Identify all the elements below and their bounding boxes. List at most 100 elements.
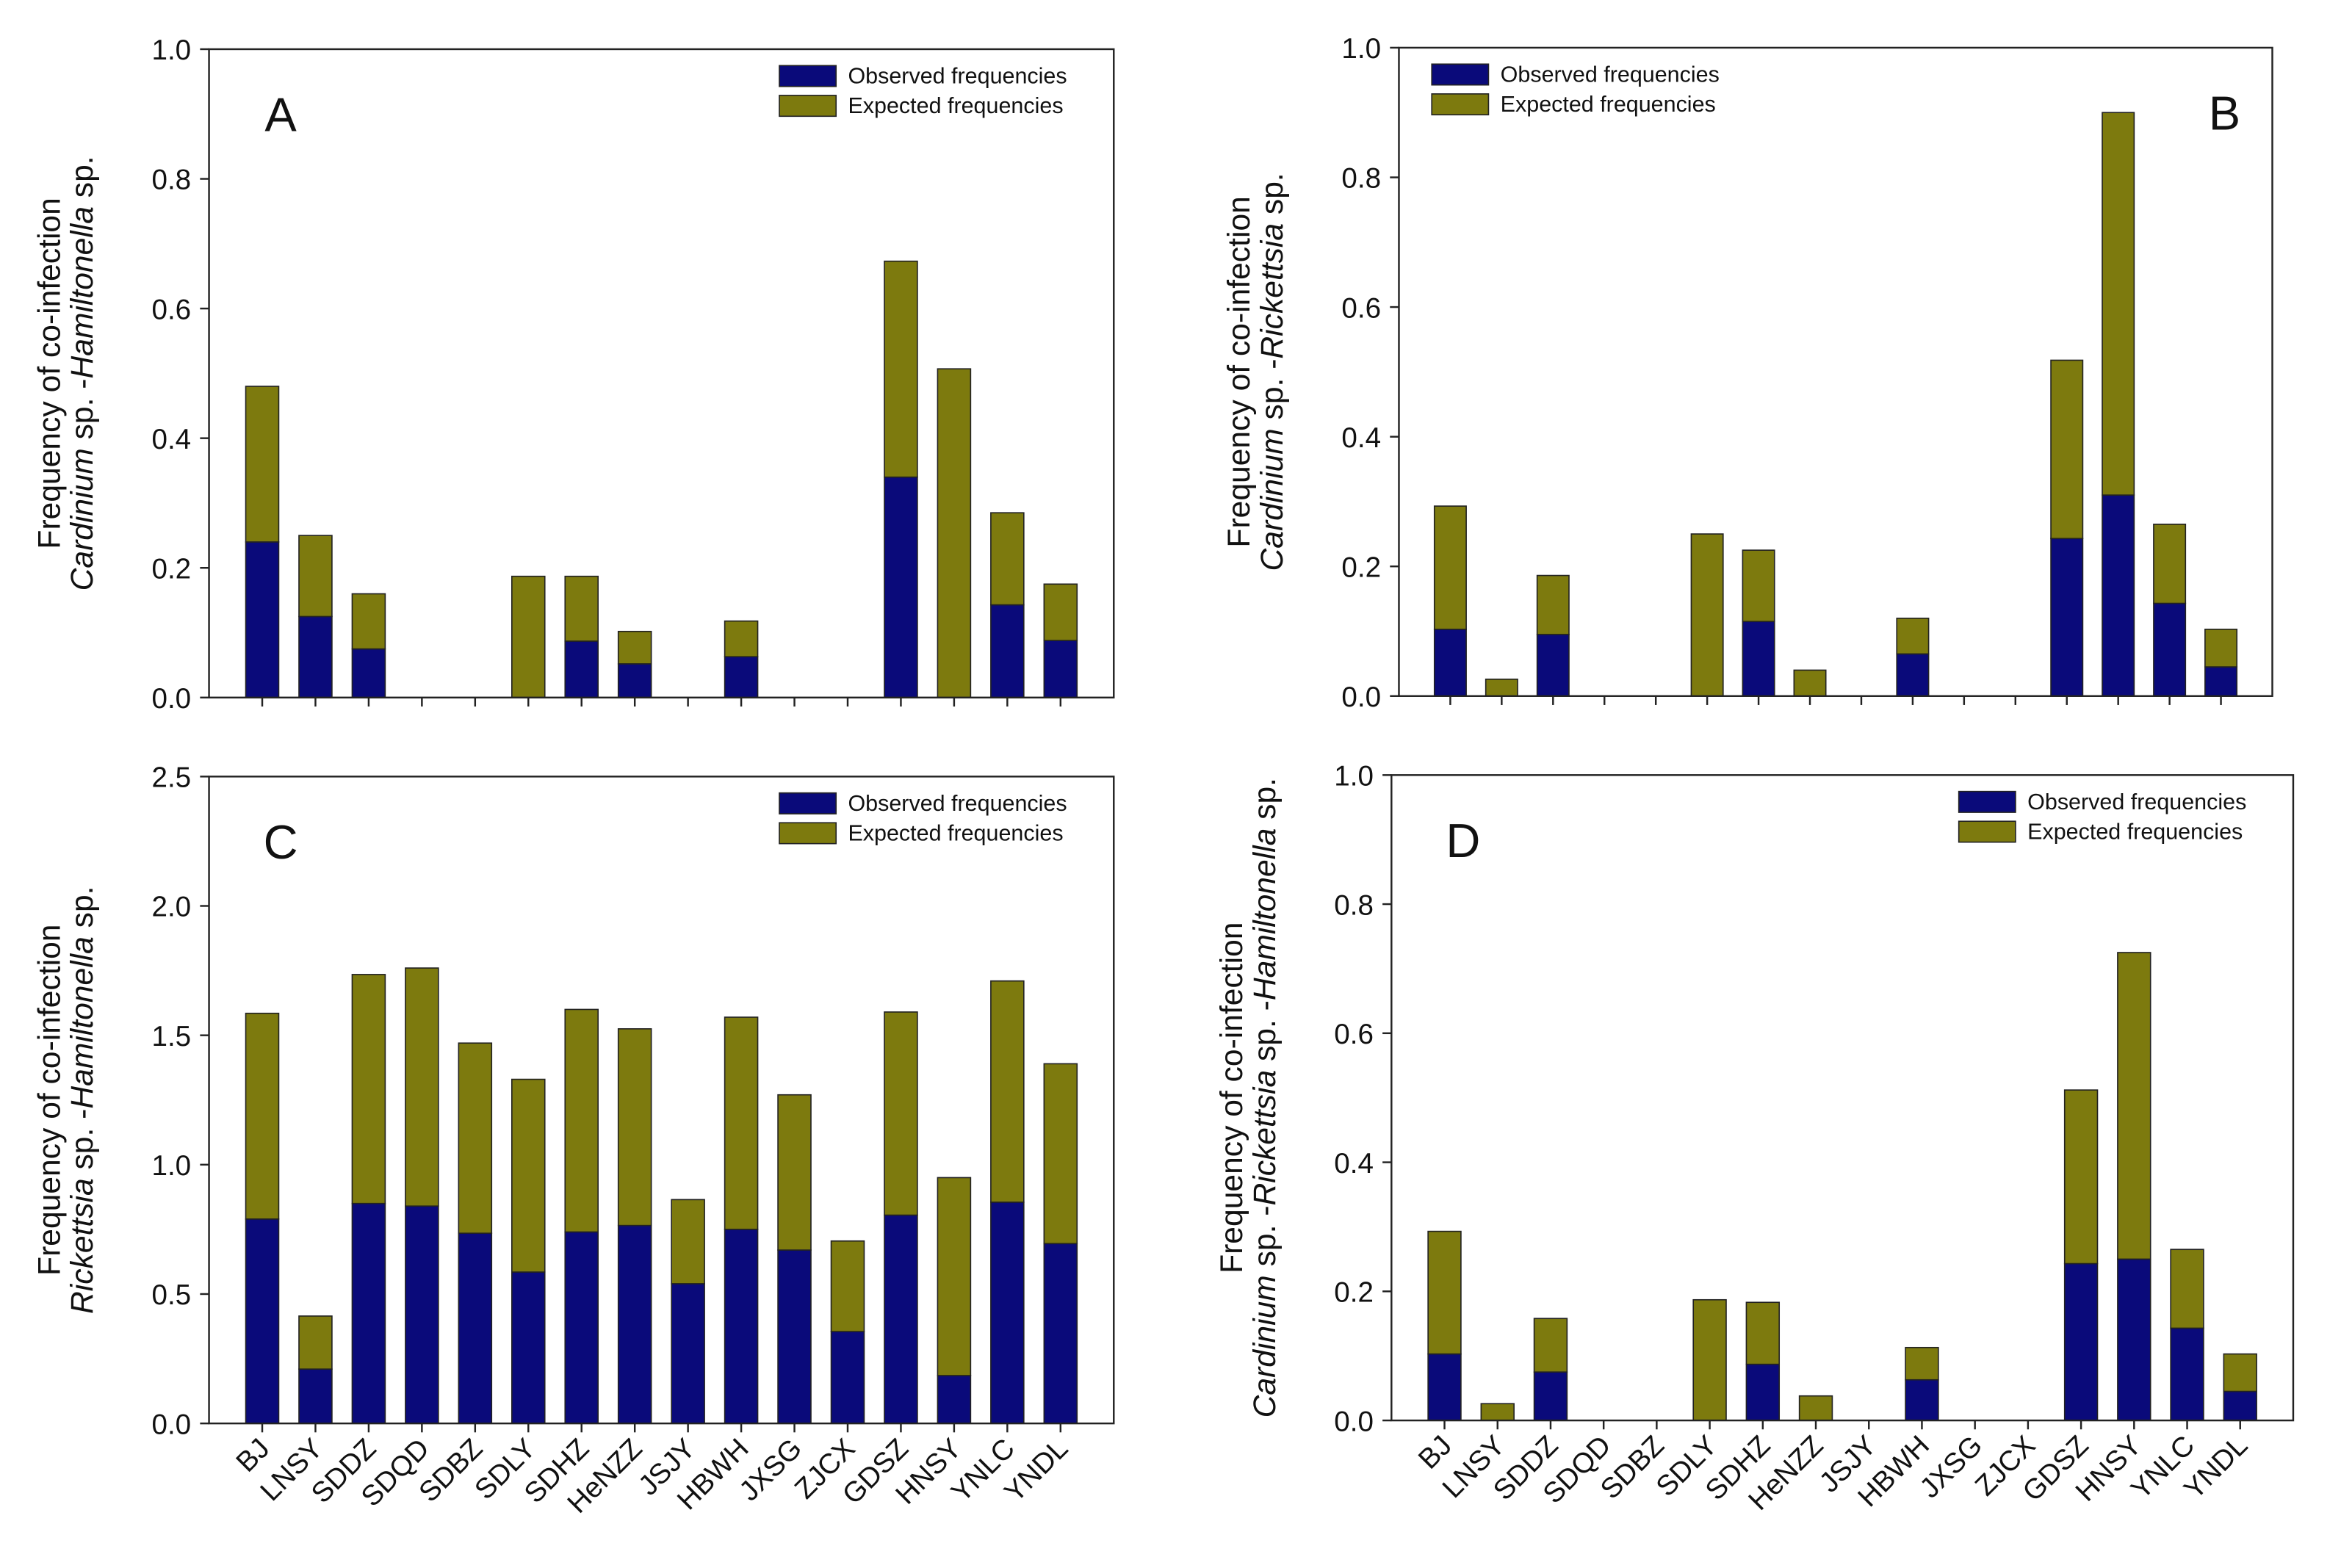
y-tick-label: 0.8 <box>1341 163 1381 195</box>
legend-label: Observed frequencies <box>2027 790 2246 814</box>
y-axis-label-part: Hamiltonella <box>1247 828 1283 1000</box>
legend-label: Expected frequencies <box>848 821 1063 846</box>
bar-segment <box>298 615 333 698</box>
bar-segment <box>2153 524 2187 604</box>
bar-segment <box>1043 583 1078 641</box>
plot-frame <box>208 48 1115 699</box>
bar-segment <box>511 1078 546 1273</box>
plot-frame <box>1398 46 2273 697</box>
bar-segment <box>2170 1327 2204 1421</box>
y-axis-label: Cardinium sp. -Hamiltonella sp. <box>65 156 100 590</box>
bar-segment <box>1485 678 1518 697</box>
y-axis-label-part: sp. <box>1247 778 1283 828</box>
bar-segment <box>245 541 280 698</box>
y-axis-label-part: Cardinium <box>1247 1275 1283 1417</box>
y-axis-label: Frequency of co-infection <box>32 198 67 549</box>
y-tick-label: 0.8 <box>1334 889 1374 921</box>
bar-segment <box>1533 1318 1568 1373</box>
panel-label: D <box>1446 814 1480 867</box>
bar-segment <box>990 512 1025 606</box>
y-tick-label: 0.4 <box>1341 422 1381 454</box>
bar-segment <box>777 1094 812 1251</box>
y-axis-label-part: sp. <box>65 886 100 936</box>
bar-segment <box>617 1028 652 1226</box>
y-tick-label: 0.8 <box>151 165 191 196</box>
bar-segment <box>1742 621 1775 697</box>
bar-segment <box>298 1315 333 1370</box>
y-tick-label: 0.0 <box>1341 682 1381 713</box>
bar-segment <box>1692 1298 1727 1421</box>
panel: 0.00.20.40.60.81.0BJLNSYSDDZSDQDSDBZSDLY… <box>1214 761 2295 1517</box>
panel: 0.0 0.2 0.4 0.6 0.8 1.0 B Observed frequencies E… <box>1222 33 2273 713</box>
bar-segment <box>1536 574 1570 635</box>
legend-swatch <box>779 95 837 118</box>
y-tick-label: 1.0 <box>1341 33 1381 65</box>
y-tick-label: 0.0 <box>151 683 191 715</box>
y-axis-label-part: sp. - <box>65 1109 100 1179</box>
bar-segment <box>1798 1395 1833 1421</box>
bar-segment <box>458 1232 493 1424</box>
y-tick-label: 0.6 <box>1334 1019 1374 1050</box>
legend-label: Observed frequencies <box>848 64 1067 89</box>
bar-segment <box>2204 629 2238 668</box>
y-tick-label: 0.4 <box>151 424 191 455</box>
bar-segment <box>298 535 333 618</box>
bar-segment <box>2117 952 2151 1260</box>
y-tick-label: 1.0 <box>151 1150 191 1182</box>
bar-segment <box>351 1202 386 1424</box>
bar-segment <box>617 630 652 665</box>
bar-segment <box>671 1283 705 1424</box>
panel-label: A <box>264 88 297 142</box>
bar-segment <box>2050 538 2084 697</box>
bar-segment <box>1043 1063 1078 1245</box>
bar-segment <box>617 663 652 698</box>
bar-segment <box>245 386 280 543</box>
bar-segment <box>1793 669 1827 697</box>
y-tick-label: 0.2 <box>151 553 191 585</box>
y-axis-label-part: Rickettsia <box>65 1178 100 1314</box>
bar-segment <box>1480 1403 1515 1421</box>
legend-label: Observed frequencies <box>1501 62 1720 87</box>
bar-segment <box>405 1205 439 1424</box>
bar-segment <box>990 1202 1025 1424</box>
bar-segment <box>990 604 1025 698</box>
legend-label: Expected frequencies <box>2027 820 2243 845</box>
y-axis-label-part: Hamiltonella <box>65 206 100 378</box>
bar-segment <box>1533 1371 1568 1421</box>
bar-segment <box>564 1008 599 1233</box>
bar-segment <box>830 1331 865 1424</box>
y-tick-label: 1.0 <box>1334 761 1374 792</box>
y-axis-label: Frequency of co-infection <box>32 925 67 1276</box>
bar-segment <box>245 1012 280 1220</box>
bar-segment <box>724 1229 759 1424</box>
y-axis-label: Cardinium sp. -Rickettsia sp. -Hamiltone… <box>1247 778 1283 1417</box>
bar-segment <box>1043 1243 1078 1424</box>
bar-segment <box>1905 1379 1939 1421</box>
y-tick-label: 0.0 <box>1334 1406 1374 1437</box>
bar-segment <box>1043 640 1078 698</box>
y-axis-label: Rickettsia sp. -Hamiltonella sp. <box>65 886 100 1314</box>
panel-label: B <box>2209 87 2240 140</box>
legend-swatch <box>1958 820 2016 843</box>
bar-segment <box>2170 1249 2204 1329</box>
bar-segment <box>777 1249 812 1424</box>
bar-segment <box>830 1240 865 1332</box>
y-tick-label: 2.5 <box>151 762 191 794</box>
y-tick-label: 1.0 <box>151 35 191 66</box>
legend-swatch <box>1431 63 1490 86</box>
bar-segment <box>671 1199 705 1285</box>
y-axis-label-part: Rickettsia <box>1255 223 1290 359</box>
y-axis-label-part: sp. - <box>65 379 100 449</box>
y-axis-label-part: sp. <box>65 156 100 206</box>
bar-segment <box>724 1016 759 1230</box>
panel: 0.0 0.2 0.4 0.6 0.8 1.0 A Observed frequencies E… <box>32 35 1115 715</box>
y-tick-label: 0.0 <box>151 1409 191 1440</box>
bar-segment <box>245 1218 280 1424</box>
bar-segment <box>298 1368 333 1424</box>
bar-segment <box>2117 1258 2151 1421</box>
y-axis-label-part: sp. - <box>1247 1000 1283 1070</box>
bar-segment <box>617 1224 652 1424</box>
bar-segment <box>1427 1353 1462 1421</box>
